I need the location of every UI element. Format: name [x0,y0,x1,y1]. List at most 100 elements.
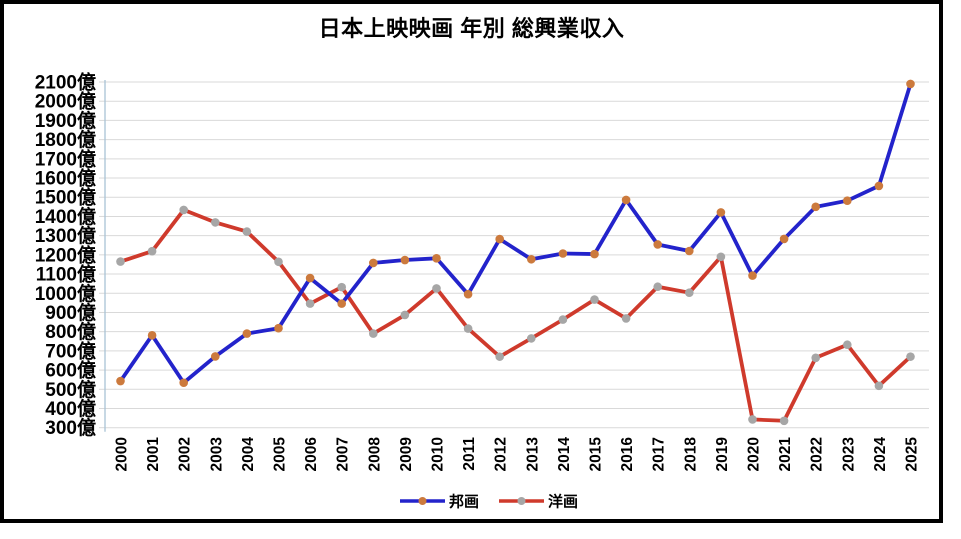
x-axis-label: 2007 [335,437,352,471]
y-axis-label: 1200億 [35,243,96,266]
y-axis-label: 1400億 [35,205,96,228]
y-axis-label: 2000億 [35,90,96,113]
data-point-marker [527,254,536,264]
series-line-1 [118,82,913,385]
y-axis-label: 400億 [45,397,96,420]
data-point-marker [590,295,599,304]
x-axis-label: 2003 [208,437,225,472]
x-axis-label: 2012 [493,437,510,471]
x-axis-label: 2008 [366,437,383,472]
data-point-marker [748,271,757,280]
chart-title: 日本上映映画 年別 総興業収入 [318,16,625,41]
data-point-marker [843,196,852,205]
data-point-marker [463,324,473,333]
data-point-marker [116,257,125,266]
x-axis-label: 2014 [556,437,573,472]
data-point-marker [811,202,820,212]
y-axis-label: 300億 [45,416,96,439]
data-point-marker [558,315,568,324]
legend-label: 洋画 [548,493,578,511]
x-axis-label: 2001 [145,437,162,472]
x-axis-label: 2018 [682,437,699,472]
x-axis-label: 2022 [809,437,826,471]
data-point-marker [590,249,599,259]
data-point-marker [621,314,631,323]
data-point-marker [432,284,441,293]
data-point-marker [369,329,378,338]
data-point-marker [337,299,347,308]
data-point-marker [495,234,505,244]
data-point-marker [305,299,315,308]
y-axis-label: 1700億 [35,147,96,170]
legend-marker-icon [517,497,526,505]
x-axis-label: 2016 [619,437,636,472]
figure-border [0,0,943,523]
data-point-marker [274,323,283,333]
legend-item: 洋画 [499,493,578,511]
data-point-marker [274,257,283,267]
data-point-marker [811,353,820,363]
y-axis-label: 900億 [45,301,96,324]
data-point-marker [653,282,662,292]
y-axis-label: 1800億 [35,128,96,151]
data-point-marker [843,340,852,350]
data-point-marker [685,246,694,256]
data-point-marker [369,258,378,268]
y-axis-label: 1600億 [35,167,96,190]
data-point-marker [558,249,568,258]
x-axis-label: 2009 [398,437,415,472]
y-axis-label: 1100億 [36,263,96,286]
x-axis-label: 2010 [430,437,447,471]
data-point-marker [621,195,631,205]
data-point-marker [432,254,441,263]
data-point-marker [179,378,188,388]
x-axis-label: 2024 [872,437,889,472]
y-axis-label: 2100億 [35,71,96,94]
data-point-marker [874,381,884,391]
y-axis-label: 800億 [45,320,96,343]
x-axis-label: 2006 [303,437,320,472]
data-point-marker [147,331,157,340]
data-point-marker [147,246,157,256]
y-axis-label: 1300億 [35,224,96,247]
data-point-marker [653,240,662,249]
data-point-marker [179,205,188,215]
x-axis-label: 2025 [904,437,921,472]
data-point-marker [305,273,315,283]
y-axis-label: 600億 [45,359,96,382]
legend-marker-icon [418,497,427,505]
x-axis-label: 2013 [524,437,541,472]
data-point-marker [906,79,915,89]
data-point-marker [906,352,915,361]
data-point-marker [874,181,884,191]
y-axis-label: 700億 [45,339,96,362]
y-axis-label: 1500億 [35,186,96,209]
y-axis-label: 1900億 [35,109,96,132]
data-point-marker [779,416,789,426]
data-point-marker [211,352,220,361]
series-line-2 [118,208,913,423]
legend-item: 邦画 [400,493,479,511]
data-point-marker [495,352,505,361]
data-point-marker [242,329,252,338]
x-axis-label: 2017 [651,437,668,471]
data-point-marker [116,376,125,386]
data-point-marker [463,289,473,299]
x-axis-label: 2004 [240,437,257,472]
data-point-marker [337,282,347,292]
x-axis-label: 2020 [746,437,763,471]
x-axis-label: 2019 [714,437,731,472]
y-axis-label: 1000億 [35,282,96,305]
x-axis-label: 2000 [114,437,131,471]
x-axis-label: 2021 [777,437,794,472]
data-point-marker [211,218,220,227]
x-axis-label: 2023 [840,437,857,472]
y-axis-label: 500億 [45,378,96,401]
legend-label: 邦画 [449,493,479,511]
data-point-marker [242,227,252,236]
data-point-marker [716,252,726,262]
x-axis-label: 2015 [588,437,605,472]
data-point-marker [400,310,410,320]
